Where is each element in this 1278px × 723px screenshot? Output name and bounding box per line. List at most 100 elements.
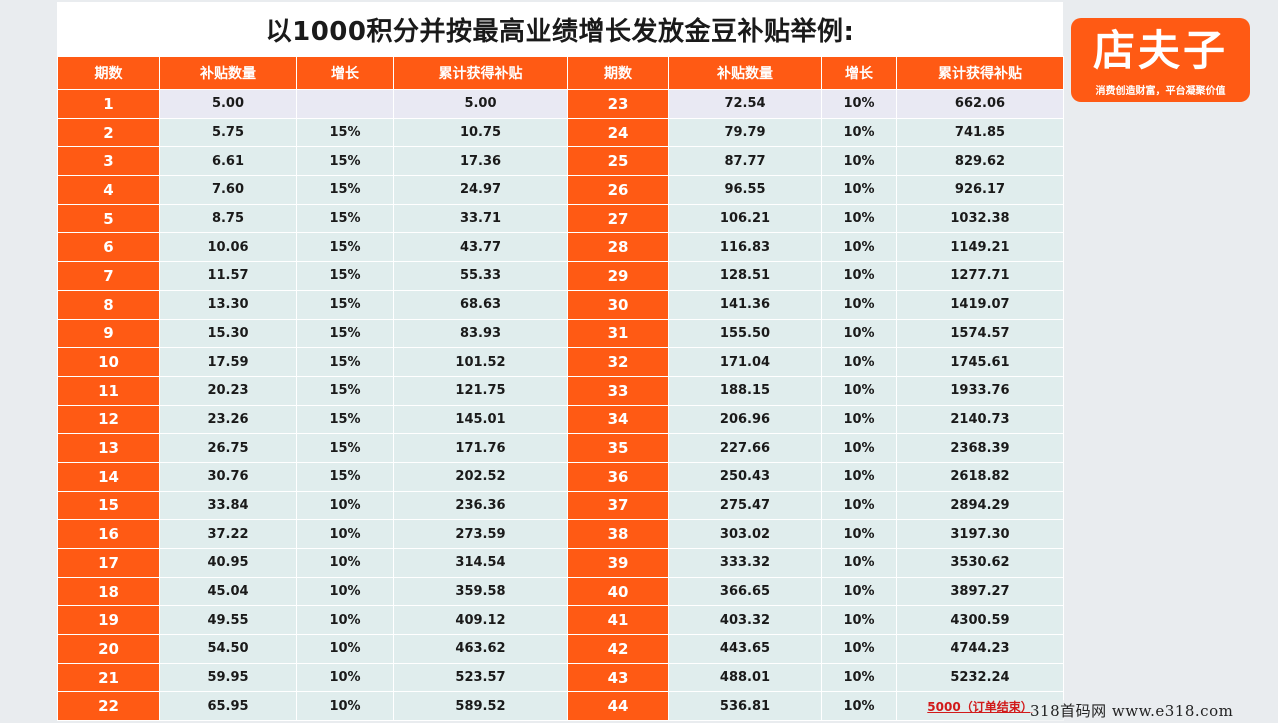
cell-subsidy-amount: 79.79 — [668, 117, 822, 148]
table-row: 13 26.75 15% 171.76 35 227.66 10% 2368.39 — [57, 433, 1064, 463]
cell-subsidy-amount: 8.75 — [159, 203, 297, 234]
cell-subsidy-amount: 17.59 — [159, 347, 297, 377]
cell-growth: 10% — [821, 490, 897, 521]
watermark: 318首码网 www.e318.com — [1030, 700, 1278, 723]
cell-cumulative: 24.97 — [393, 175, 568, 205]
cell-subsidy-amount: 13.30 — [159, 289, 297, 320]
cell-growth: 10% — [821, 289, 897, 320]
table-row: 11 20.23 15% 121.75 33 188.15 10% 1933.76 — [57, 375, 1064, 406]
table-row: 7 11.57 15% 55.33 29 128.51 10% 1277.71 — [57, 261, 1064, 291]
cell-subsidy-amount: 7.60 — [159, 175, 297, 205]
cell-period: 6 — [57, 232, 160, 263]
table-row: 10 17.59 15% 101.52 32 171.04 10% 1745.61 — [57, 347, 1064, 377]
table-row: 12 23.26 15% 145.01 34 206.96 10% 2140.73 — [57, 404, 1064, 435]
cell-period: 10 — [57, 347, 160, 377]
cell-period: 34 — [567, 404, 669, 435]
cell-period: 21 — [57, 662, 160, 693]
cell-growth: 10% — [821, 404, 897, 435]
cell-subsidy-amount: 366.65 — [668, 576, 822, 607]
cell-cumulative: 2618.82 — [896, 461, 1064, 492]
header-subsidy-amount: 补贴数量 — [668, 56, 822, 90]
cell-period: 14 — [57, 461, 160, 492]
header-cumulative: 累计获得补贴 — [393, 56, 568, 90]
cell-subsidy-amount: 54.50 — [159, 634, 297, 664]
cell-growth: 10% — [821, 605, 897, 636]
table-row: 17 40.95 10% 314.54 39 333.32 10% 3530.62 — [57, 548, 1064, 578]
cell-cumulative: 741.85 — [896, 117, 1064, 148]
cell-cumulative: 1032.38 — [896, 203, 1064, 234]
cell-period: 39 — [567, 548, 669, 578]
cell-growth: 10% — [821, 175, 897, 205]
table-row: 21 59.95 10% 523.57 43 488.01 10% 5232.24 — [57, 662, 1064, 693]
cell-subsidy-amount: 333.32 — [668, 548, 822, 578]
cell-growth: 15% — [296, 347, 394, 377]
cell-cumulative: 236.36 — [393, 490, 568, 521]
cell-growth: 10% — [296, 490, 394, 521]
cell-subsidy-amount: 40.95 — [159, 548, 297, 578]
table-row: 15 33.84 10% 236.36 37 275.47 10% 2894.29 — [57, 490, 1064, 521]
cell-period: 36 — [567, 461, 669, 492]
cell-growth: 15% — [296, 375, 394, 406]
cell-growth: 10% — [821, 461, 897, 492]
logo-slogan: 消费创造财富，平台凝聚价值 — [1095, 86, 1226, 97]
cell-subsidy-amount: 275.47 — [668, 490, 822, 521]
cell-subsidy-amount: 96.55 — [668, 175, 822, 205]
cell-growth: 10% — [821, 576, 897, 607]
cell-subsidy-amount: 250.43 — [668, 461, 822, 492]
cell-growth: 10% — [296, 662, 394, 693]
cell-period: 23 — [567, 89, 669, 119]
cell-growth: 10% — [821, 634, 897, 664]
cell-cumulative: 523.57 — [393, 662, 568, 693]
table-row: 18 45.04 10% 359.58 40 366.65 10% 3897.27 — [57, 576, 1064, 607]
cell-cumulative: 17.36 — [393, 146, 568, 177]
table-row: 20 54.50 10% 463.62 42 443.65 10% 4744.23 — [57, 634, 1064, 664]
cell-period: 40 — [567, 576, 669, 607]
cell-period: 8 — [57, 289, 160, 320]
cell-cumulative: 2140.73 — [896, 404, 1064, 435]
cell-period: 4 — [57, 175, 160, 205]
cell-period: 33 — [567, 375, 669, 406]
cell-period: 37 — [567, 490, 669, 521]
header-period: 期数 — [567, 56, 669, 90]
cell-cumulative: 10.75 — [393, 117, 568, 148]
cell-subsidy-amount: 443.65 — [668, 634, 822, 664]
cell-period: 20 — [57, 634, 160, 664]
cell-period: 24 — [567, 117, 669, 148]
cell-subsidy-amount: 106.21 — [668, 203, 822, 234]
cell-growth: 10% — [821, 519, 897, 549]
cell-cumulative: 1149.21 — [896, 232, 1064, 263]
cell-growth: 10% — [821, 203, 897, 234]
cell-subsidy-amount: 116.83 — [668, 232, 822, 263]
subsidy-table: 期数 补贴数量 增长 累计获得补贴 期数 补贴数量 增长 累计获得补贴 1 5.0… — [57, 56, 1064, 722]
cell-subsidy-amount: 488.01 — [668, 662, 822, 693]
cell-subsidy-amount: 6.61 — [159, 146, 297, 177]
cell-cumulative: 3197.30 — [896, 519, 1064, 549]
cell-growth: 15% — [296, 203, 394, 234]
cell-period: 42 — [567, 634, 669, 664]
cell-cumulative: 3530.62 — [896, 548, 1064, 578]
table-row: 16 37.22 10% 273.59 38 303.02 10% 3197.30 — [57, 519, 1064, 549]
table-row: 8 13.30 15% 68.63 30 141.36 10% 1419.07 — [57, 289, 1064, 320]
cell-subsidy-amount: 227.66 — [668, 433, 822, 463]
cell-cumulative: 2894.29 — [896, 490, 1064, 521]
table-row: 19 49.55 10% 409.12 41 403.32 10% 4300.59 — [57, 605, 1064, 636]
cell-period: 29 — [567, 261, 669, 291]
cell-cumulative: 4744.23 — [896, 634, 1064, 664]
cell-growth: 10% — [821, 232, 897, 263]
cell-subsidy-amount: 20.23 — [159, 375, 297, 406]
cell-cumulative: 145.01 — [393, 404, 568, 435]
cell-period: 7 — [57, 261, 160, 291]
cell-subsidy-amount: 49.55 — [159, 605, 297, 636]
cell-period: 17 — [57, 548, 160, 578]
cell-period: 1 — [57, 89, 160, 119]
cell-period: 27 — [567, 203, 669, 234]
cell-growth: 15% — [296, 232, 394, 263]
cell-cumulative: 1745.61 — [896, 347, 1064, 377]
cell-subsidy-amount: 403.32 — [668, 605, 822, 636]
cell-growth: 10% — [296, 519, 394, 549]
cell-cumulative: 1574.57 — [896, 318, 1064, 349]
cell-period: 9 — [57, 318, 160, 349]
cell-period: 25 — [567, 146, 669, 177]
cell-growth: 10% — [821, 662, 897, 693]
table-row: 14 30.76 15% 202.52 36 250.43 10% 2618.82 — [57, 461, 1064, 492]
